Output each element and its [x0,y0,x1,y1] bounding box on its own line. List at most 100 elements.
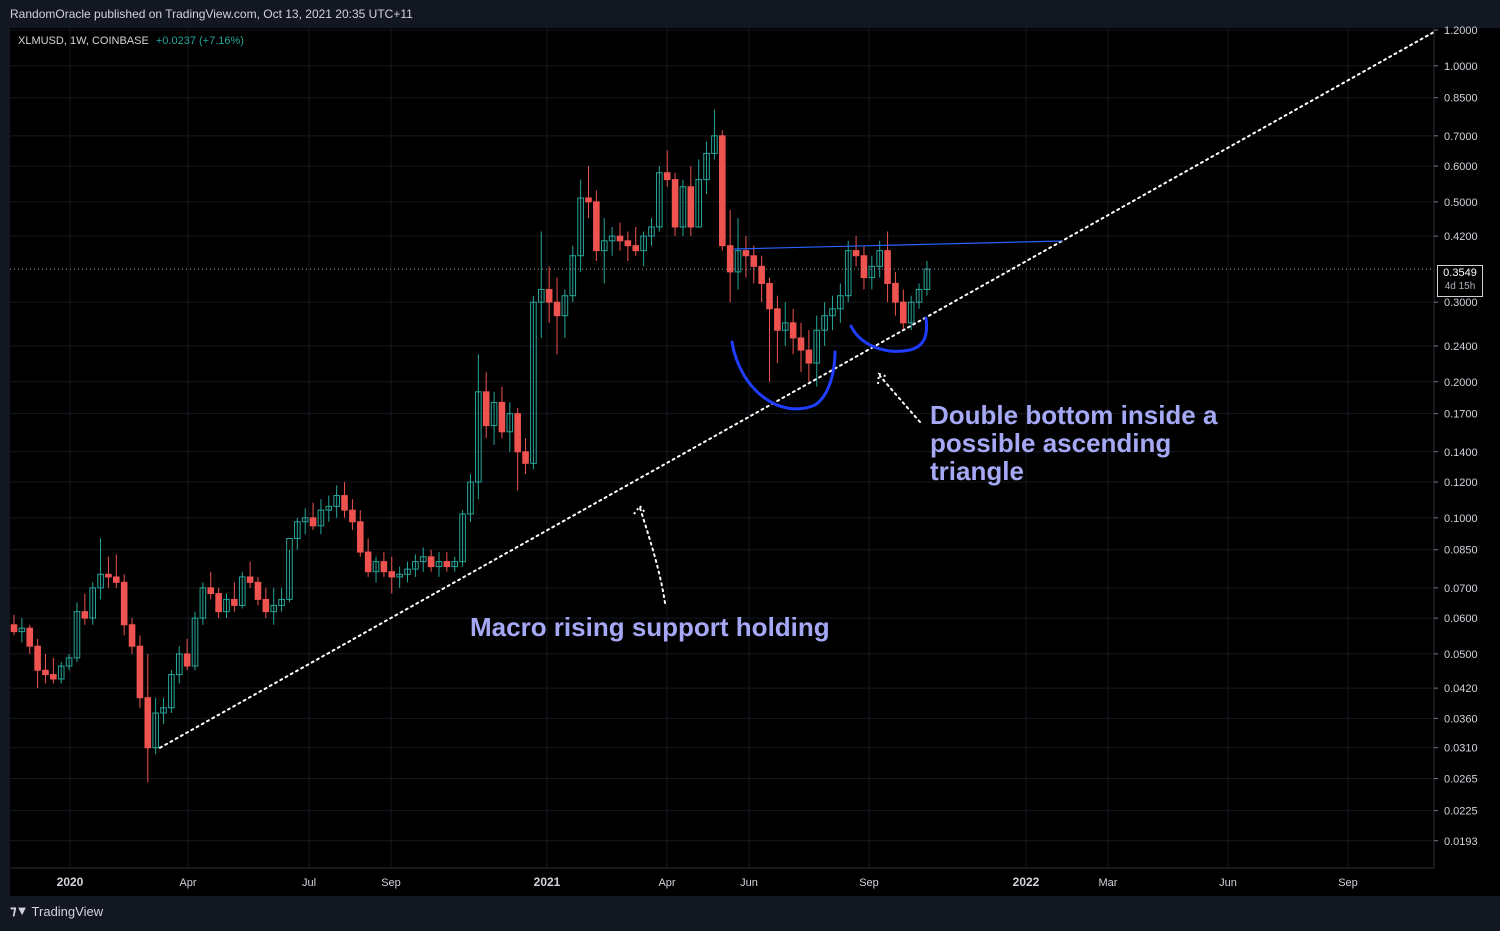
candle [175,646,183,684]
candle-body [506,413,514,433]
candle-body [168,674,175,709]
candle [758,255,765,303]
candle [593,190,600,261]
y-tick-label: 0.0700 [1444,583,1478,595]
annotation-support: Macro rising support holding [470,612,830,642]
candle-body [915,288,923,303]
x-tick-label: Jun [1219,877,1237,889]
candle-body [498,401,506,433]
candle-body [616,235,624,242]
candle [183,638,191,671]
candle-body [286,538,293,600]
candle [333,485,340,518]
candle-body [341,495,348,511]
candle [388,556,396,594]
candle [419,547,427,572]
candle [199,582,207,625]
candle-body [113,576,120,583]
candle-body [333,495,340,507]
candle-body [726,245,734,273]
candle [113,554,120,588]
candle-body [805,349,813,364]
candle [844,240,852,303]
last-price-value: 0.3549 [1443,267,1477,279]
candle [223,593,230,619]
candle [89,582,97,625]
candle [301,508,309,535]
candle [711,109,718,160]
tradingview-logo[interactable]: ⁊▼ TradingView [10,903,103,919]
candle [805,330,813,382]
y-tick-label: 0.0193 [1444,836,1478,848]
candle [475,354,482,500]
candle [42,653,49,684]
x-tick-label: Sep [1338,877,1358,889]
candle [10,614,18,636]
candle-body [309,517,317,527]
candle-body [73,611,81,659]
candle [852,236,860,267]
symbol-change: +0.0237 (+7.16%) [155,35,244,47]
candle [120,574,128,636]
y-tick-label: 0.8500 [1444,93,1478,105]
candle [892,271,899,316]
drawings [159,31,1435,749]
candle [687,166,695,237]
candle [467,474,474,522]
macro-support-line [159,31,1435,749]
candle-body [89,587,97,619]
candle [191,611,199,671]
candle [774,295,781,364]
candle-body [695,179,702,228]
candle-body [18,627,26,633]
candle [364,538,372,577]
candle-body [537,288,545,303]
candle [459,510,466,567]
annotation-pattern-line1: Double bottom inside a [930,400,1218,430]
candle [679,179,687,237]
candle [742,236,750,278]
candle [498,386,506,439]
candle [81,593,89,625]
chart-frame[interactable] [10,28,1500,896]
x-tick-label: Sep [381,877,401,889]
candle-body [380,561,388,573]
candle [152,697,159,755]
candle-body [758,265,765,284]
candle [238,571,246,609]
candle-body [648,226,655,237]
candle [648,218,655,246]
y-tick-label: 0.2000 [1444,377,1478,389]
candle [215,587,222,619]
candle-body [475,391,482,483]
candle [341,482,348,518]
candle-body [624,240,632,247]
candle-body [412,561,419,570]
candle [663,150,671,187]
candle [522,438,529,475]
annotation-pattern-line3: triangle [930,456,1024,486]
candle-body [522,451,529,464]
candle [73,602,81,662]
candle-body [656,172,663,228]
candle-body [608,235,616,242]
candle-body [742,250,750,257]
candle-body [671,179,679,228]
candle-body [781,322,789,331]
x-tick-label: Apr [179,877,196,889]
candle [766,277,773,382]
candle-body [774,308,781,331]
candle [821,302,828,346]
candle [561,289,569,338]
candle [144,653,152,783]
candle [624,231,632,261]
candle [915,283,923,309]
symbol-info: XLMUSD, 1W, COINBASE +0.0237 (+7.16%) [18,35,244,47]
candle-body [238,576,246,606]
candle-body [490,401,498,427]
y-tick-label: 1.0000 [1444,61,1478,73]
candle-body [215,593,222,613]
candle [577,179,584,272]
candle-body [120,581,128,626]
